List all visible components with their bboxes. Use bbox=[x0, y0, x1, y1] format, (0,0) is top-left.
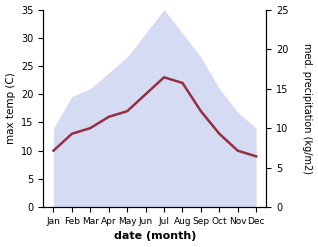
Y-axis label: med. precipitation (kg/m2): med. precipitation (kg/m2) bbox=[302, 43, 313, 174]
X-axis label: date (month): date (month) bbox=[114, 231, 196, 242]
Y-axis label: max temp (C): max temp (C) bbox=[5, 72, 16, 144]
